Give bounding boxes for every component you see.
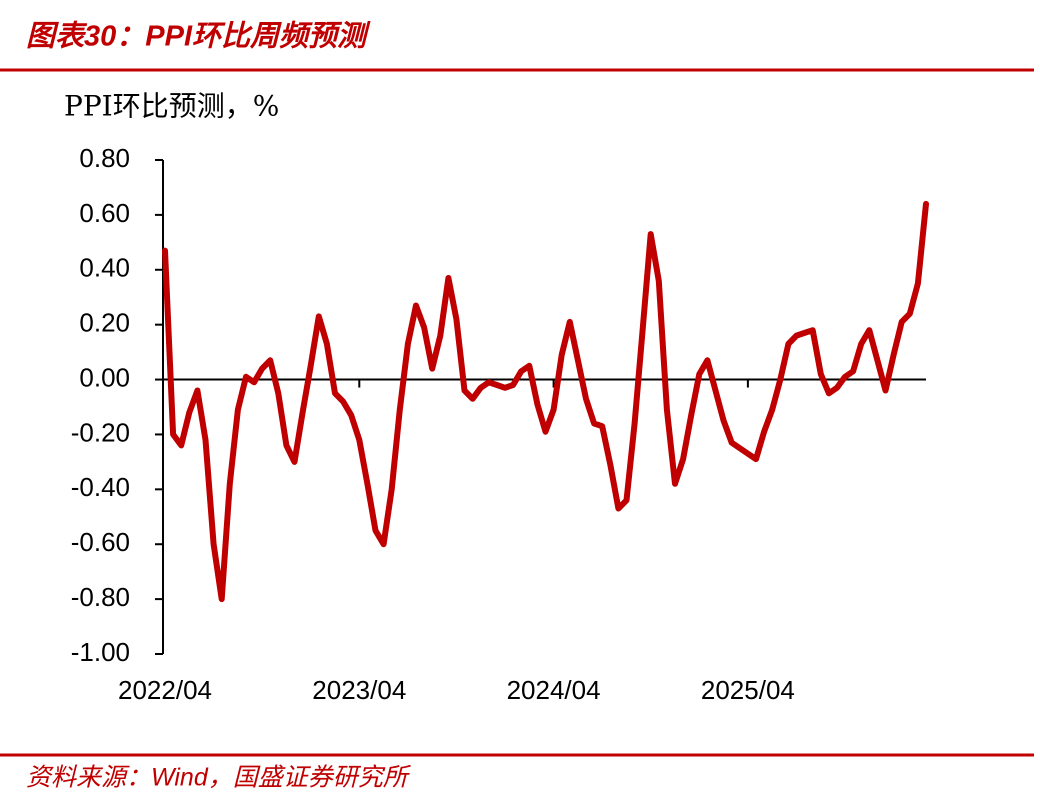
y-tick-label: -0.60 xyxy=(71,527,130,557)
x-tick-label: 2025/04 xyxy=(701,675,795,705)
x-tick-label: 2022/04 xyxy=(118,675,212,705)
y-tick-label: -1.00 xyxy=(71,637,130,667)
chart-title: 图表30：PPI环比周频预测 xyxy=(26,21,371,53)
y-tick-label: 0.60 xyxy=(79,198,130,228)
y-tick-label: -0.80 xyxy=(71,582,130,612)
x-tick-label: 2023/04 xyxy=(312,675,406,705)
source-note: 资料来源：Wind，国盛证券研究所 xyxy=(26,764,412,792)
y-tick-label: 0.80 xyxy=(79,143,130,173)
y-tick-label: -0.40 xyxy=(71,472,130,502)
y-tick-label: 0.40 xyxy=(79,253,130,283)
x-tick-label: 2024/04 xyxy=(507,675,601,705)
y-tick-label: -0.20 xyxy=(71,417,130,447)
y-tick-label: 0.20 xyxy=(79,308,130,338)
y-tick-label: 0.00 xyxy=(79,362,130,392)
data-line xyxy=(162,200,929,603)
y-axis-label: PPI环比预测，% xyxy=(64,90,279,123)
